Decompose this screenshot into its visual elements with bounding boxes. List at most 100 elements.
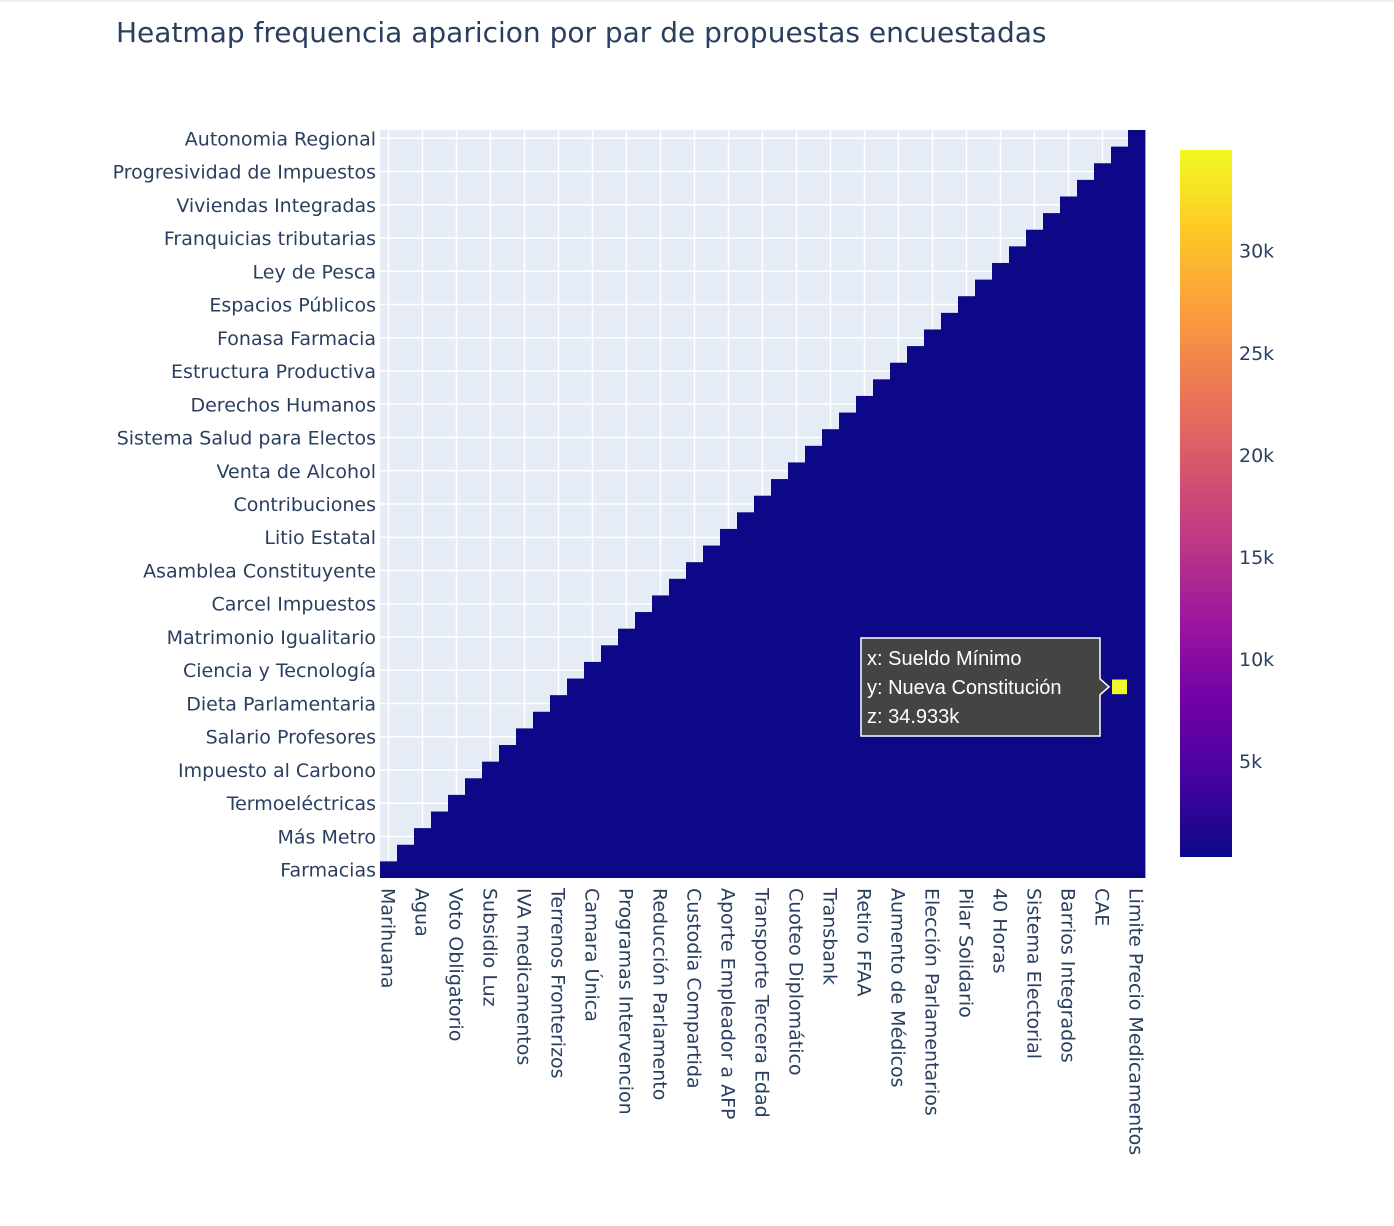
heatmap-cell-column <box>992 262 1010 878</box>
y-tick-label: Autonomia Regional <box>185 128 376 150</box>
heatmap-cell-column <box>533 711 551 878</box>
x-tick-label: Subsidio Luz <box>479 888 501 1007</box>
heatmap-cell-column <box>635 612 653 878</box>
heatmap-cell-column <box>1128 130 1146 878</box>
heatmap-cell-column <box>1043 213 1061 879</box>
y-tick-label: Más Metro <box>277 826 376 848</box>
x-tick-label: 40 Horas <box>989 888 1011 973</box>
x-tick-label: Limite Precio Medicamentos <box>1125 888 1147 1155</box>
y-tick-label: Espacios Públicos <box>209 295 376 317</box>
y-tick-label: Franquicias tributarias <box>164 228 376 250</box>
colorbar-ticks: 5k 10k 15k 20k 25k 30k <box>1239 241 1274 773</box>
heatmap-cell-column <box>703 545 721 878</box>
x-tick-label: IVA medicamentos <box>513 888 535 1065</box>
y-axis-ticks: Farmacias Más Metro Termoeléctricas Impuest… <box>113 128 376 881</box>
heatmap-cell-column <box>1009 246 1027 878</box>
heatmap-cell-column <box>856 395 874 878</box>
y-tick-label: Matrimonio Igualitario <box>167 627 376 649</box>
x-tick-label: Agua <box>411 888 433 937</box>
heatmap-cell-column <box>618 628 636 878</box>
heatmap-cell-column <box>414 828 432 878</box>
x-tick-label: Camara Única <box>581 888 605 1022</box>
heatmap-cell-column <box>890 362 908 878</box>
x-tick-label: Barrios Integrados <box>1057 888 1079 1063</box>
x-tick-label: Aporte Empleador a AFP <box>717 888 739 1119</box>
y-tick-label: Farmacias <box>280 860 376 882</box>
tooltip-box <box>860 637 1111 737</box>
y-tick-label: Litio Estatal <box>264 527 376 549</box>
heatmap-cell-column <box>720 528 738 878</box>
chart-title: Heatmap frequencia aparicion por par de … <box>116 16 1046 49</box>
y-tick-label: Viviendas Integradas <box>176 195 376 217</box>
heatmap-cell-column <box>465 778 483 878</box>
heatmap-cell-column <box>397 844 415 878</box>
heatmap-cell-column <box>822 429 840 878</box>
heatmap-cell-column <box>941 312 959 878</box>
heatmap-cell-column <box>1094 163 1112 878</box>
y-tick-label: Progresividad de Impuestos <box>113 162 376 184</box>
heatmap-cell-column <box>754 495 772 878</box>
colorbar-tick-label: 30k <box>1239 241 1274 263</box>
heatmap-cell-column <box>499 745 517 878</box>
heatmap-cell-column <box>839 412 857 878</box>
y-tick-label: Sistema Salud para Electos <box>117 428 376 450</box>
y-tick-label: Asamblea Constituyente <box>143 560 376 582</box>
heatmap-cell-column <box>567 678 585 878</box>
heatmap-cell-column <box>584 661 602 878</box>
y-tick-label: Estructura Productiva <box>171 361 376 383</box>
heatmap-cell-column <box>1077 179 1095 878</box>
window-top-edge <box>0 0 1394 3</box>
x-tick-label: Aumento de Médicos <box>887 888 909 1088</box>
heatmap-cell-column <box>975 279 993 879</box>
x-tick-label: Programas Intervencion <box>615 888 637 1115</box>
heatmap-cell-column <box>788 462 806 878</box>
x-tick-label: Retiro FFAA <box>853 888 875 996</box>
tooltip-x-line: x: Sueldo Mínimo <box>867 648 1022 670</box>
heatmap-cell-column <box>907 346 925 879</box>
x-tick-label: CAE <box>1091 888 1113 926</box>
heatmap-cell-column <box>669 578 687 878</box>
x-tick-label: Pilar Solidario <box>955 888 977 1018</box>
y-tick-label: Carcel Impuestos <box>211 594 376 616</box>
heatmap-cell-column <box>1111 146 1129 879</box>
heatmap-cell-column <box>601 645 619 878</box>
y-tick-label: Termoeléctricas <box>226 793 376 815</box>
heatmap-cell-column <box>1026 229 1044 878</box>
heatmap-cell-column <box>805 445 823 878</box>
hover-tooltip: x: Sueldo Mínimo y: Nueva Constitución z… <box>860 637 1111 737</box>
x-tick-label: Sistema Electorial <box>1023 888 1045 1059</box>
x-axis-ticks: Marihuana Agua Voto Obligatorio Subsidio Lu… <box>377 887 1147 1155</box>
heatmap-cell-column <box>686 562 704 878</box>
heatmap-cell-column <box>873 379 891 878</box>
x-tick-label: Terrenos Fronterizos <box>547 887 569 1079</box>
y-tick-label: Venta de Alcohol <box>217 461 376 483</box>
heatmap-cell-column <box>652 595 670 878</box>
x-tick-label: Cuoteo Diplomático <box>785 888 807 1076</box>
colorbar-tick-label: 20k <box>1239 445 1274 467</box>
heatmap-cell-column <box>550 695 568 878</box>
colorbar-tick-label: 15k <box>1239 547 1274 569</box>
y-tick-label: Dieta Parlamentaria <box>186 693 376 715</box>
x-tick-label: Reducción Parlamento <box>649 888 671 1100</box>
y-tick-label: Fonasa Farmacia <box>217 328 376 350</box>
y-tick-label: Ciencia y Tecnología <box>183 660 376 682</box>
colorbar-tick-label: 25k <box>1239 343 1274 365</box>
x-tick-label: Custodia Compartida <box>683 888 705 1089</box>
heatmap-cell-column <box>482 761 500 878</box>
x-tick-label: Voto Obligatorio <box>445 888 467 1041</box>
heatmap-cell-column <box>380 861 398 878</box>
heatmap-cell-column <box>737 512 755 878</box>
tooltip-z-line: z: 34.933k <box>867 706 960 728</box>
x-tick-label: Elección Parlamentarios <box>921 888 943 1116</box>
heatmap-cell-column <box>771 479 789 878</box>
colorbar <box>1180 150 1232 857</box>
heatmap-cell-column <box>448 794 466 878</box>
heatmap-cell-column <box>431 811 449 878</box>
heatmap-cell-column <box>958 296 976 878</box>
heatmap-cell-column <box>924 329 942 878</box>
y-tick-label: Salario Profesores <box>206 727 376 749</box>
colorbar-tick-label: 10k <box>1239 649 1274 671</box>
colorbar-tick-label: 5k <box>1239 751 1262 773</box>
y-tick-label: Derechos Humanos <box>190 394 376 416</box>
